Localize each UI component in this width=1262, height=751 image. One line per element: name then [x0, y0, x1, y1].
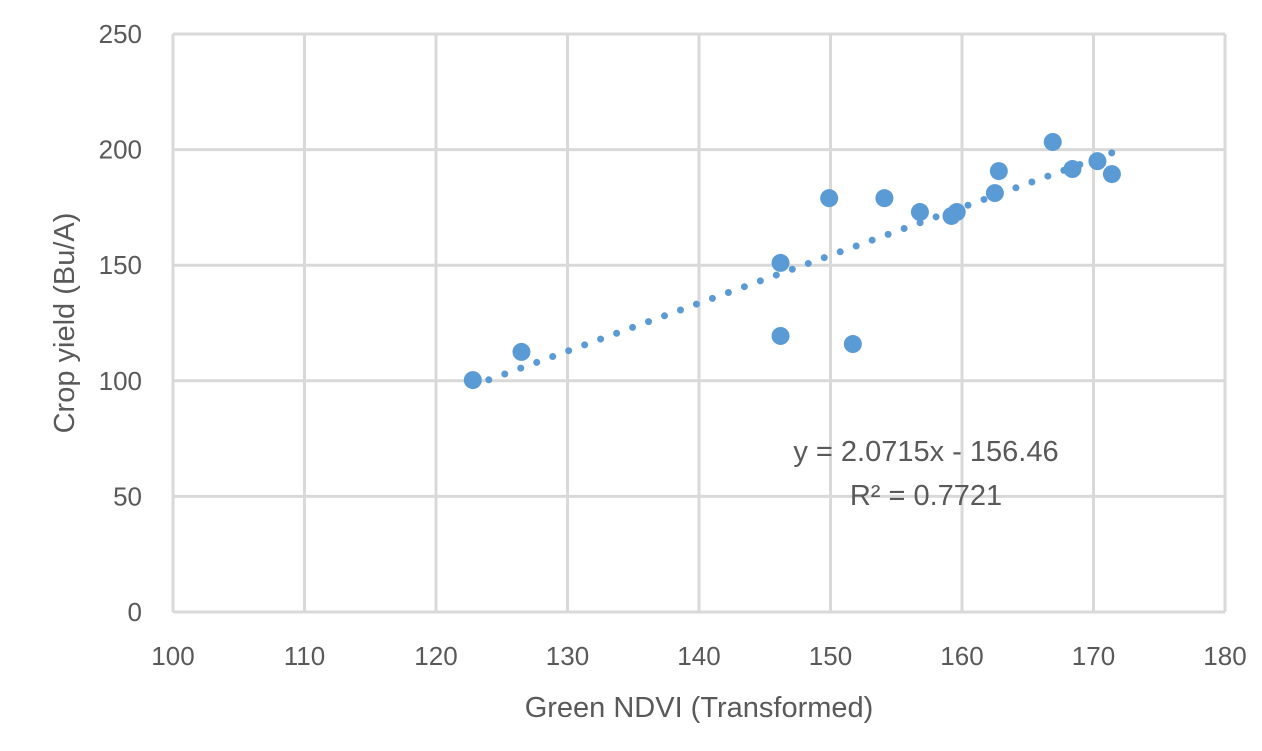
x-tick-label: 160 [940, 641, 983, 671]
x-tick-label: 180 [1203, 641, 1246, 671]
data-point [1088, 152, 1107, 171]
y-tick-label: 50 [113, 481, 142, 511]
x-tick-label: 130 [546, 641, 589, 671]
data-point [843, 335, 862, 354]
x-tick-label: 120 [414, 641, 457, 671]
data-point [989, 162, 1008, 181]
trendline-equation: y = 2.0715x - 156.46 [793, 436, 1058, 468]
x-tick-label: 110 [284, 641, 325, 671]
gridlines [171, 32, 1227, 614]
y-axis-label: Crop yield (Bu/A) [49, 213, 81, 434]
x-tick-label: 100 [151, 641, 194, 671]
trendline [469, 149, 1116, 390]
data-point [985, 184, 1004, 203]
data-point [463, 371, 482, 390]
x-axis-label: Green NDVI (Transformed) [525, 692, 874, 724]
r-squared-label: R² = 0.7721 [850, 480, 1002, 512]
y-tick-label: 0 [128, 597, 142, 627]
x-tick-label: 150 [809, 641, 852, 671]
data-points [463, 132, 1121, 390]
data-point [875, 189, 894, 208]
y-tick-label: 200 [99, 135, 142, 165]
x-tick-label: 170 [1072, 641, 1115, 671]
x-tick-label: 140 [677, 641, 720, 671]
trendline-path [469, 149, 1116, 390]
data-point [910, 203, 929, 222]
y-tick-label: 250 [99, 19, 142, 49]
y-tick-label: 100 [99, 366, 142, 396]
y-tick-labels: 0 50 100 150 200 250 [99, 19, 142, 627]
y-tick-label: 150 [99, 250, 142, 280]
data-point [1102, 165, 1121, 184]
data-point [820, 189, 839, 208]
data-point [1063, 160, 1082, 179]
data-point [1043, 132, 1062, 151]
x-tick-labels: 100 110 120 130 140 150 160 170 180 [151, 641, 1246, 671]
data-point [771, 326, 790, 345]
data-point [512, 342, 531, 361]
data-point [771, 253, 790, 272]
data-point [947, 203, 966, 222]
